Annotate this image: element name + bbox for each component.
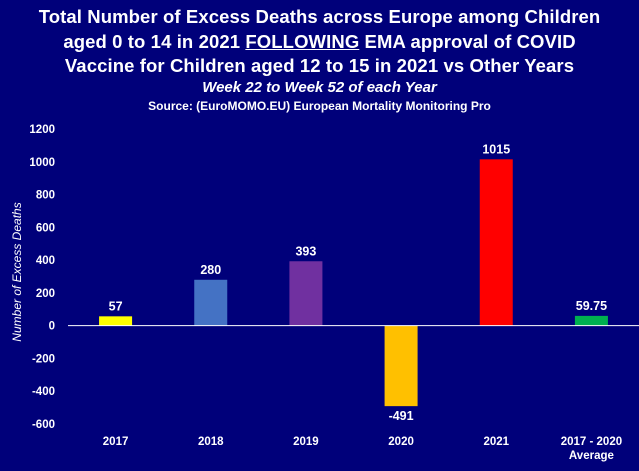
value-label: -491 [389, 409, 414, 423]
bar [194, 279, 228, 326]
y-tick-label: 200 [36, 288, 55, 300]
x-tick-label: 2020 [388, 436, 414, 448]
title-emphasis: FOLLOWING [245, 31, 360, 52]
chart-subtitle: Week 22 to Week 52 of each Year [202, 79, 437, 96]
bar [289, 261, 323, 326]
bar [479, 159, 513, 326]
value-label: 59.75 [576, 299, 607, 313]
y-tick-label: 1000 [29, 157, 55, 169]
bar [384, 325, 418, 407]
y-axis-ticks: -600 -400 -200 0 200 400 600 800 1000 1200 [29, 124, 55, 431]
y-tick-label: -200 [32, 353, 55, 365]
y-tick-label: 600 [36, 222, 55, 234]
bars [99, 159, 608, 407]
bar [99, 316, 133, 326]
x-tick-label: 2017 - 2020 [561, 436, 622, 448]
value-label: 393 [295, 244, 316, 258]
x-tick-label: 2017 [103, 436, 129, 448]
value-labels: 57 280 393 -491 1015 59.75 [109, 142, 607, 423]
value-label: 57 [109, 299, 123, 313]
x-tick-label: 2018 [198, 436, 224, 448]
x-tick-label: 2019 [293, 436, 319, 448]
y-axis-label: Number of Excess Deaths [10, 202, 24, 341]
y-tick-label: 800 [36, 190, 55, 202]
y-tick-label: -600 [32, 419, 55, 431]
x-axis-labels: 2017 2018 2019 2020 2021 2017 - 2020 Average [103, 436, 622, 462]
x-tick-label: Average [569, 450, 614, 462]
chart-title-line-3: Vaccine for Children aged 12 to 15 in 20… [64, 55, 575, 76]
bar [574, 315, 608, 326]
value-label: 1015 [482, 142, 510, 156]
value-label: 280 [200, 263, 221, 277]
chart-title-line-2: aged 0 to 14 in 2021 FOLLOWING EMA appro… [63, 31, 576, 52]
chart-title-line-1: Total Number of Excess Deaths across Eur… [38, 6, 601, 27]
chart-source: Source: (EuroMOMO.EU) European Mortality… [148, 99, 491, 113]
x-tick-label: 2021 [483, 436, 509, 448]
y-tick-label: 0 [49, 321, 55, 333]
y-tick-label: 1200 [29, 124, 55, 136]
y-tick-label: -400 [32, 386, 55, 398]
y-tick-label: 400 [36, 255, 55, 267]
